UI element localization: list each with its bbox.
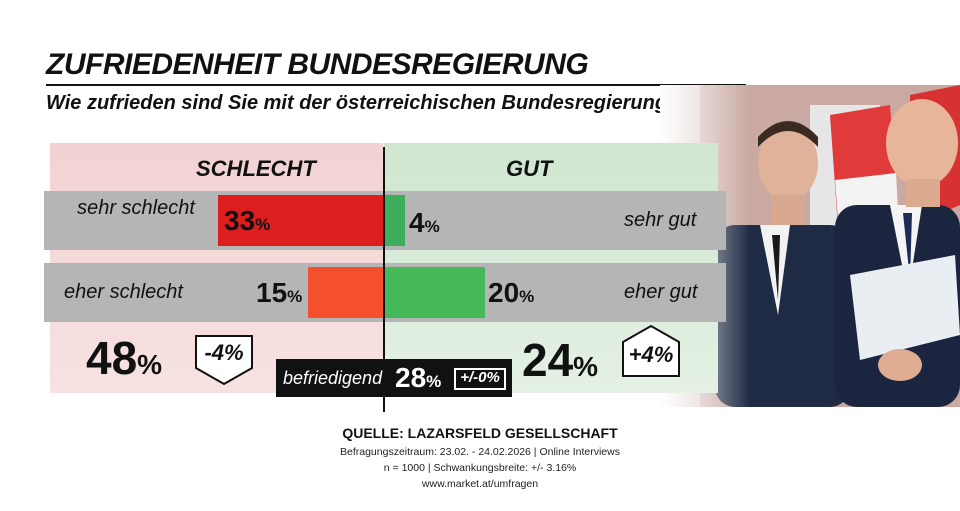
value-number: 4 [409,207,425,238]
source-title: QUELLE: LAZARSFELD GESELLSCHAFT [342,425,618,441]
percent-sign: % [519,287,535,306]
percent-sign: % [424,217,440,236]
percent-sign: % [426,372,442,391]
label-sehr-schlecht: sehr schlecht [77,197,195,219]
source-url: www.market.at/umfragen [421,478,539,490]
label-eher-schlecht: eher schlecht [64,281,183,303]
value-sehr-gut: 4% [409,207,440,239]
chart-title: ZUFRIEDENHEIT BUNDESREGIERUNG [46,48,589,81]
label-eher-gut: eher gut [624,281,698,303]
neutral-number: 28 [395,362,427,393]
negative-header: SCHLECHT [196,156,316,181]
neutral-change-frame [454,368,506,390]
value-eher-gut: 20% [488,277,534,309]
total-number: 48 [86,332,138,384]
total-number: 24 [522,334,574,386]
value-sehr-schlecht: 33% [224,205,270,237]
neutral-value: 28% [395,362,441,394]
label-sehr-gut: sehr gut [624,209,697,231]
value-number: 20 [488,277,520,308]
value-number: 15 [256,277,288,308]
percent-sign: % [573,351,599,382]
bar-sehr-gut [385,195,405,246]
title-divider [46,84,746,86]
bar-sehr-schlecht [218,195,383,246]
percent-sign: % [137,349,163,380]
bar-eher-schlecht [308,267,383,318]
up-pentagon-icon [622,324,680,377]
politicians-photo [660,85,960,407]
source-sample: n = 1000 | Schwankungsbreite: +/- 3.16% [383,462,577,474]
neutral-label: befriedigend [283,368,383,388]
bar-eher-gut [385,267,485,318]
value-number: 33 [224,205,256,236]
positive-header: GUT [506,156,553,181]
source-period: Befragungszeitraum: 23.02. - 24.02.2026 … [340,446,620,458]
neutral-change: +/-0% [460,369,500,386]
down-pentagon-icon [195,335,253,386]
change-positive: +4% [628,342,674,367]
percent-sign: % [255,215,271,234]
total-negative: 48% [86,331,162,385]
value-eher-schlecht: 15% [256,277,302,309]
center-axis [383,147,385,412]
total-positive: 24% [522,333,598,387]
chart-subtitle: Wie zufrieden sind Sie mit der österreic… [46,92,680,114]
percent-sign: % [287,287,303,306]
change-negative: -4% [204,340,244,365]
neutral-box [276,359,512,397]
